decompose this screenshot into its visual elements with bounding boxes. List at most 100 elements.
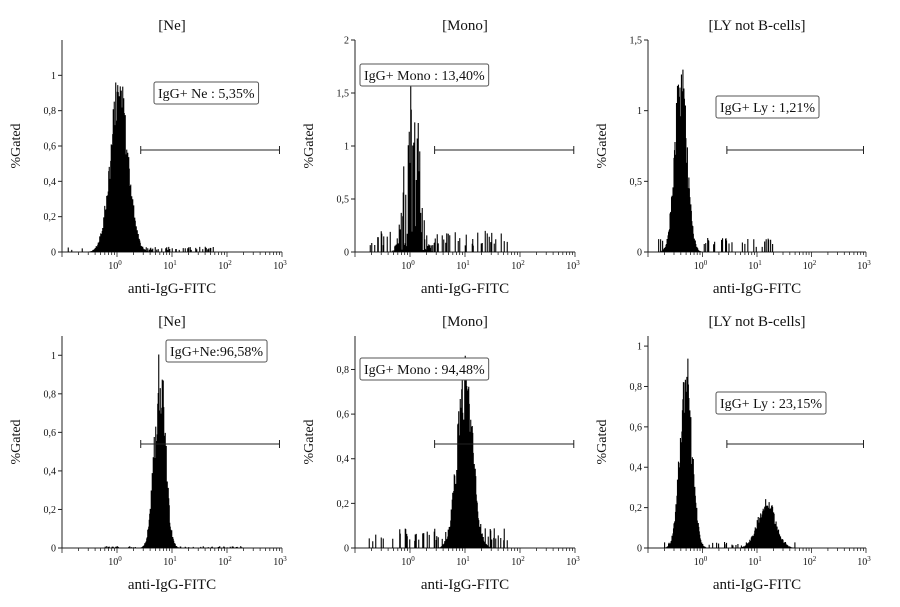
gate-label: IgG+Ne:96,58% — [170, 345, 263, 360]
panel-bottom-middle: [Mono] anti-IgG-FITC %Gated 0 0,2 0,4 0,6 0,8 10… — [302, 314, 580, 593]
panel-top-right: [LY not B-cells] anti-IgG-FITC %Gated 0 0,5 1… — [595, 18, 871, 297]
y-tick-label: 0,5 — [630, 177, 643, 188]
y-tick-label: 2 — [344, 36, 349, 47]
x-tick-label: 101 — [748, 259, 762, 272]
y-tick-label: 1,5 — [337, 89, 350, 100]
x-axis-label: anti-IgG-FITC — [713, 577, 801, 593]
gate-label-box — [153, 81, 260, 105]
x-tick-label: 100 — [401, 555, 415, 568]
x-tick-label: 100 — [401, 259, 415, 272]
x-tick-label: 101 — [163, 259, 177, 272]
chart-title: [LY not B-cells] — [708, 18, 805, 34]
x-axis-label: anti-IgG-FITC — [128, 577, 216, 593]
y-tick-label: 0 — [344, 544, 349, 555]
histogram-spikes — [664, 358, 796, 548]
y-tick-label: 0,4 — [44, 466, 57, 477]
panel-top-middle: [Mono] anti-IgG-FITC %Gated 0 0,5 1 1,5 2 100 101… — [302, 18, 580, 297]
y-tick-label: 0,4 — [44, 177, 57, 188]
x-axis-label: anti-IgG-FITC — [421, 577, 509, 593]
histogram-bars — [104, 354, 243, 548]
x-tick-label: 103 — [566, 555, 580, 568]
y-tick-label: 0,6 — [630, 422, 643, 433]
y-tick-label: 1 — [51, 71, 56, 82]
gate-label-box — [359, 63, 490, 87]
histogram-bars — [664, 358, 796, 548]
x-tick-label: 101 — [163, 555, 177, 568]
y-tick-label: 0,2 — [337, 499, 350, 510]
y-tick-label: 1 — [344, 142, 349, 153]
x-tick-label: 101 — [748, 555, 762, 568]
x-tick-label: 102 — [218, 259, 232, 272]
histogram-bars — [67, 82, 214, 252]
gate-label-box — [715, 391, 827, 415]
y-tick-label: 0 — [637, 544, 642, 555]
y-axis-label: %Gated — [595, 123, 610, 168]
y-axis-label: %Gated — [9, 123, 24, 168]
chart-title: [Mono] — [442, 314, 488, 330]
y-tick-label: 0,8 — [630, 382, 643, 393]
gate-label-box — [715, 95, 820, 119]
x-tick-label: 102 — [511, 555, 525, 568]
y-tick-label: 0,8 — [44, 106, 57, 117]
y-tick-label: 0,4 — [630, 463, 643, 474]
y-axis-label: %Gated — [595, 419, 610, 464]
y-tick-label: 0,2 — [44, 505, 57, 516]
y-tick-label: 0,8 — [337, 365, 350, 376]
y-tick-label: 0,6 — [337, 410, 350, 421]
y-axis-label: %Gated — [9, 419, 24, 464]
x-tick-label: 102 — [803, 259, 817, 272]
x-tick-label: 103 — [273, 555, 287, 568]
panel-top-left: [Ne] anti-IgG-FITC %Gated 0 0,2 0,4 0,6 0,8 1 100… — [9, 18, 287, 297]
panel-bottom-left: [Ne] anti-IgG-FITC %Gated 0 0,2 0,4 0,6 0,8 1 100… — [9, 314, 287, 593]
histogram-spikes — [104, 354, 243, 548]
x-tick-label: 103 — [273, 259, 287, 272]
gate-label: IgG+ Mono : 94,48% — [364, 363, 485, 378]
histogram-bars — [368, 355, 508, 548]
y-tick-label: 0,6 — [44, 428, 57, 439]
x-axis-label: anti-IgG-FITC — [128, 281, 216, 297]
histogram-bars — [658, 69, 774, 252]
y-axis-label: %Gated — [302, 419, 317, 464]
histogram-bars — [369, 73, 508, 252]
x-tick-label: 101 — [456, 259, 470, 272]
y-axis-label: %Gated — [302, 123, 317, 168]
y-tick-label: 0,6 — [44, 142, 57, 153]
gate-label: IgG+ Ly : 23,15% — [720, 397, 822, 412]
x-axis-label: anti-IgG-FITC — [421, 281, 509, 297]
chart-title: [LY not B-cells] — [708, 314, 805, 330]
x-tick-label: 101 — [456, 555, 470, 568]
gate-label-box — [359, 357, 490, 381]
x-tick-label: 103 — [566, 259, 580, 272]
y-tick-label: 0 — [637, 248, 642, 259]
x-tick-label: 102 — [218, 555, 232, 568]
y-tick-label: 0,8 — [44, 389, 57, 400]
y-tick-label: 0 — [344, 248, 349, 259]
x-tick-label: 103 — [857, 555, 871, 568]
x-tick-label: 102 — [511, 259, 525, 272]
chart-title: [Mono] — [442, 18, 488, 34]
gate-label-box — [165, 339, 268, 363]
y-tick-label: 1 — [637, 342, 642, 353]
y-tick-label: 0 — [51, 544, 56, 555]
y-tick-label: 0,5 — [337, 195, 350, 206]
y-tick-label: 0,2 — [630, 503, 643, 514]
histogram-spikes — [67, 82, 214, 252]
chart-title: [Ne] — [158, 18, 185, 34]
x-tick-label: 100 — [694, 555, 708, 568]
y-tick-label: 1 — [51, 351, 56, 362]
gate-label: IgG+ Mono : 13,40% — [364, 69, 485, 84]
histogram-spikes — [658, 69, 774, 252]
y-tick-label: 0 — [51, 248, 56, 259]
y-tick-label: 1,5 — [630, 36, 643, 47]
x-tick-label: 102 — [803, 555, 817, 568]
gate-label: IgG+ Ly : 1,21% — [720, 101, 815, 116]
x-axis-label: anti-IgG-FITC — [713, 281, 801, 297]
chart-title: [Ne] — [158, 314, 185, 330]
x-tick-label: 100 — [694, 259, 708, 272]
x-tick-label: 100 — [108, 259, 122, 272]
y-tick-label: 0,2 — [44, 212, 57, 223]
gate-label: IgG+ Ne : 5,35% — [158, 87, 255, 102]
x-tick-label: 103 — [857, 259, 871, 272]
histogram-spikes — [368, 355, 508, 548]
